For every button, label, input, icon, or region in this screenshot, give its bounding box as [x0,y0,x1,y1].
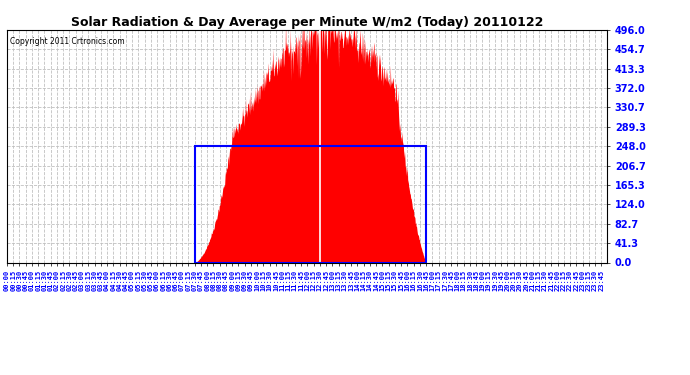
Bar [195,146,426,262]
Title: Solar Radiation & Day Average per Minute W/m2 (Today) 20110122: Solar Radiation & Day Average per Minute… [71,16,543,29]
Text: Copyright 2011 Crtronics.com: Copyright 2011 Crtronics.com [10,37,124,46]
